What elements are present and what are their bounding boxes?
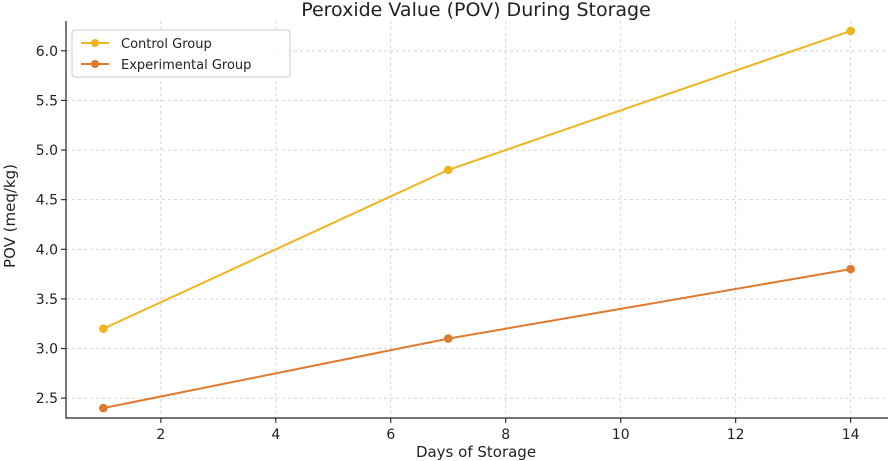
y-tick-label: 2.5 xyxy=(36,391,58,407)
legend-swatch-marker xyxy=(91,60,99,68)
legend: Control Group Experimental Group xyxy=(71,29,291,78)
x-tick-label: 4 xyxy=(271,427,280,443)
y-axis-label: POV (meq/kg) xyxy=(1,164,19,268)
series-line-2 xyxy=(103,268,851,410)
x-tick-label: 12 xyxy=(727,427,745,443)
x-tick-label: 2 xyxy=(156,427,165,443)
data-point xyxy=(99,403,108,413)
y-tick-label: 3.0 xyxy=(36,342,58,358)
y-tick-label: 6.0 xyxy=(36,44,58,60)
y-tick-label: 5.0 xyxy=(36,143,58,159)
series xyxy=(99,26,855,413)
y-tick-label: 3.5 xyxy=(36,292,58,308)
x-tick-label: 6 xyxy=(386,427,395,443)
legend-entry-label: Control Group xyxy=(121,37,212,52)
y-tick-label: 5.5 xyxy=(36,93,58,109)
ticks: 2 4 6 8 10 12 14 2.5 3.0 3.5 4.0 4.5 5.0 5.5 6.0 xyxy=(36,44,860,443)
x-tick-label: 8 xyxy=(501,427,510,443)
data-point xyxy=(443,334,453,343)
legend-swatch-marker xyxy=(91,39,99,47)
axis-spines xyxy=(65,21,888,419)
chart-title: Peroxide Value (POV) During Storage xyxy=(301,0,651,21)
data-point xyxy=(846,26,855,36)
data-point xyxy=(443,165,453,175)
legend-box xyxy=(71,29,291,78)
x-tick-label: 10 xyxy=(612,427,630,443)
x-tick-label: 14 xyxy=(842,427,860,443)
y-tick-label: 4.0 xyxy=(36,242,58,258)
y-tick-label: 4.5 xyxy=(36,193,58,209)
axes xyxy=(65,21,888,419)
data-point xyxy=(846,264,855,274)
x-axis-label: Days of Storage xyxy=(416,443,536,461)
grid xyxy=(66,21,888,418)
data-point xyxy=(99,324,108,333)
legend-entry-label: Experimental Group xyxy=(121,58,251,73)
